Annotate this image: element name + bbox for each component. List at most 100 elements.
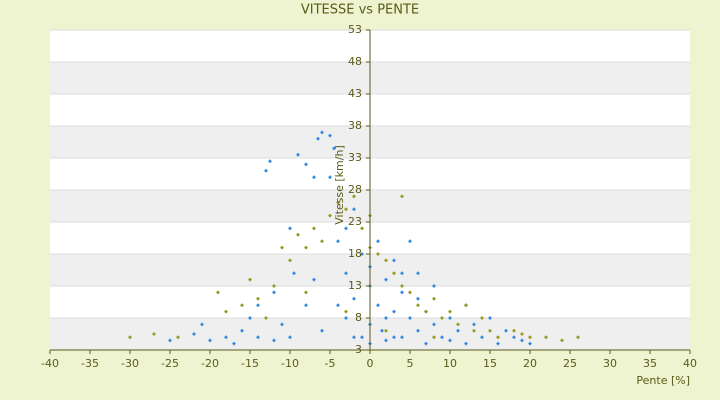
- point: [544, 335, 548, 340]
- y-tick-label: 53: [348, 23, 362, 36]
- axes: 38131823283338434853-40-35-30-25-20-15-1…: [41, 23, 697, 370]
- point: [328, 213, 332, 218]
- point: [320, 328, 324, 333]
- y-tick-label: 43: [348, 87, 362, 100]
- point: [424, 341, 428, 346]
- point: [268, 159, 272, 164]
- x-tick-label: -25: [161, 357, 179, 370]
- point: [400, 284, 404, 288]
- point: [512, 335, 516, 340]
- point: [456, 322, 460, 327]
- point: [376, 252, 380, 256]
- y-tick-label: 33: [348, 151, 362, 164]
- point: [296, 232, 300, 237]
- point: [376, 303, 380, 308]
- point: [280, 322, 284, 327]
- x-tick-label: -15: [241, 357, 259, 370]
- point: [264, 168, 268, 173]
- point: [528, 335, 532, 340]
- x-tick-label: 0: [367, 357, 374, 370]
- point: [312, 277, 316, 282]
- point: [312, 175, 316, 180]
- point: [240, 303, 244, 308]
- point: [496, 341, 500, 346]
- point: [256, 335, 260, 340]
- point: [336, 303, 340, 308]
- x-tick-label: 40: [683, 357, 697, 370]
- x-tick-label: -40: [41, 357, 59, 370]
- point: [352, 194, 356, 199]
- point: [332, 146, 336, 151]
- point: [560, 338, 564, 343]
- point: [168, 338, 172, 343]
- point: [456, 328, 460, 333]
- point: [352, 335, 356, 340]
- point: [264, 316, 268, 320]
- x-tick-label: -5: [325, 357, 336, 370]
- x-tick-label: -10: [281, 357, 299, 370]
- point: [240, 328, 244, 333]
- point: [316, 136, 320, 141]
- point: [384, 328, 388, 333]
- point: [416, 271, 420, 276]
- point: [360, 252, 364, 256]
- point: [416, 328, 420, 333]
- point: [520, 332, 524, 336]
- point: [128, 335, 132, 340]
- x-tick-label: 10: [443, 357, 457, 370]
- point: [416, 303, 420, 308]
- y-tick-label: 8: [355, 311, 362, 324]
- point: [344, 207, 348, 212]
- point: [208, 338, 212, 343]
- point: [344, 309, 348, 314]
- point: [328, 175, 332, 180]
- point: [392, 271, 396, 276]
- point: [432, 335, 436, 340]
- y-tick-label: 48: [348, 55, 362, 68]
- point: [328, 133, 332, 138]
- y-tick-label: 13: [348, 279, 362, 292]
- point: [352, 207, 356, 212]
- x-tick-label: 25: [563, 357, 577, 370]
- point: [296, 152, 300, 157]
- point: [448, 338, 452, 343]
- point: [360, 335, 364, 340]
- point: [448, 316, 452, 320]
- point: [384, 316, 388, 320]
- point: [304, 162, 308, 167]
- point: [272, 290, 276, 295]
- point: [352, 296, 356, 301]
- point: [408, 316, 412, 320]
- point: [232, 341, 236, 346]
- point: [312, 226, 316, 231]
- y-tick-label: 38: [348, 119, 362, 132]
- point: [400, 271, 404, 276]
- x-tick-label: 35: [643, 357, 657, 370]
- point: [392, 309, 396, 314]
- point: [200, 322, 204, 327]
- point: [424, 309, 428, 314]
- point: [488, 316, 492, 320]
- x-axis-title: Pente [%]: [636, 374, 690, 387]
- point: [224, 309, 228, 314]
- point: [416, 296, 420, 301]
- point: [288, 258, 292, 263]
- point: [288, 226, 292, 231]
- point: [488, 328, 492, 333]
- point: [408, 239, 412, 244]
- point: [480, 335, 484, 340]
- point: [520, 338, 524, 343]
- point: [304, 245, 308, 250]
- chart-title: VITESSE vs PENTE: [301, 3, 419, 18]
- points: [128, 130, 580, 346]
- x-tick-label: -35: [81, 357, 99, 370]
- x-tick-label: 20: [523, 357, 537, 370]
- point: [408, 290, 412, 295]
- point: [448, 309, 452, 314]
- point: [272, 284, 276, 288]
- point: [344, 226, 348, 231]
- point: [384, 277, 388, 282]
- point: [528, 341, 532, 346]
